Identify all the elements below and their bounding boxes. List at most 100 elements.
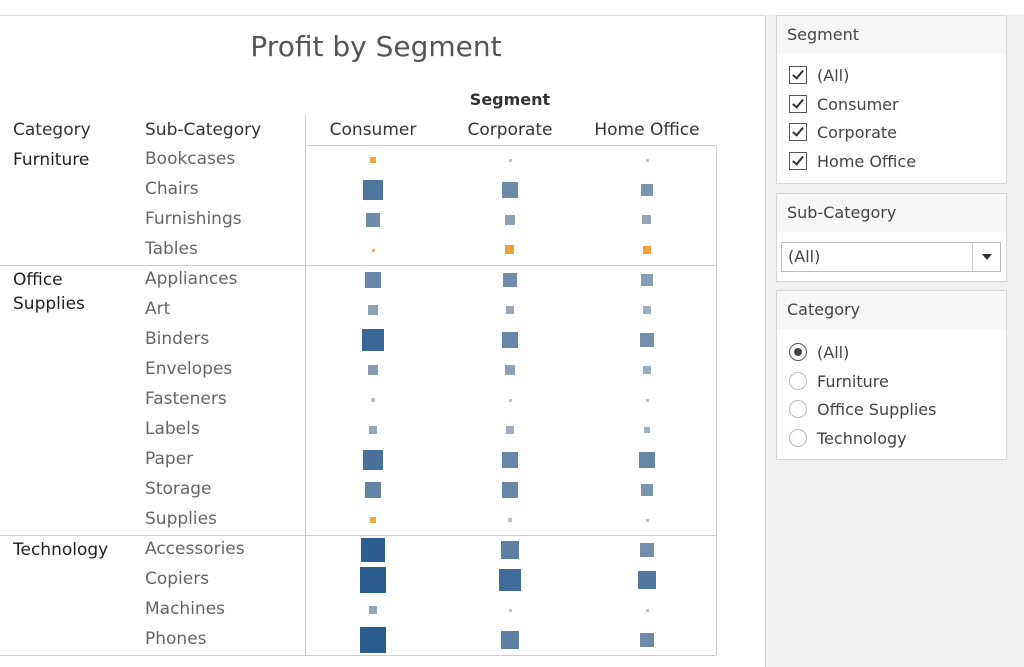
radio-option[interactable]: Office Supplies	[789, 399, 936, 421]
option-label[interactable]: Office Supplies	[817, 400, 937, 420]
profit-mark	[645, 608, 649, 612]
profit-mark	[508, 398, 512, 402]
grid-line	[305, 115, 306, 655]
dropdown-divider	[972, 243, 973, 271]
grid-line	[716, 145, 717, 655]
profit-mark	[641, 274, 653, 286]
radio-button[interactable]	[789, 400, 807, 419]
profit-mark	[367, 364, 379, 376]
profit-mark	[368, 605, 378, 615]
profit-mark	[640, 183, 654, 197]
checkbox[interactable]	[789, 66, 807, 84]
filter-title: Sub-Category	[777, 194, 1006, 232]
profit-mark	[365, 212, 381, 228]
option-label[interactable]: (All)	[817, 343, 850, 362]
checkbox-option[interactable]: Home Office	[789, 151, 916, 173]
sub-category-label: Bookcases	[145, 149, 236, 169]
dropdown-arrow	[982, 254, 992, 260]
profit-mark	[502, 452, 518, 468]
radio-button[interactable]	[789, 429, 807, 448]
option-label[interactable]: Consumer	[817, 94, 899, 114]
profit-mark	[505, 245, 515, 255]
profit-mark	[639, 632, 655, 648]
profit-mark	[504, 364, 515, 375]
column-label: Home Office	[594, 120, 700, 140]
profit-mark	[505, 305, 515, 315]
radio-button[interactable]	[789, 371, 807, 390]
sub-category-label: Copiers	[145, 569, 210, 589]
profit-mark	[369, 516, 377, 524]
sub-category-label: Envelopes	[145, 359, 233, 379]
sub-category-label: Binders	[145, 329, 210, 349]
view: Profit by Segment Segment Category Sub-Cate…	[0, 30, 717, 656]
filter-title: Segment	[777, 16, 1006, 54]
profit-mark	[645, 398, 649, 402]
chart-title: Profit by Segment	[250, 30, 502, 63]
profit-mark	[371, 248, 375, 252]
sub-category-label: Fasteners	[145, 389, 227, 409]
profit-mark	[368, 305, 378, 315]
profit-mark	[508, 158, 512, 162]
profit-mark	[360, 627, 386, 653]
profit-mark	[501, 541, 519, 559]
profit-mark	[642, 365, 652, 375]
profit-mark	[506, 426, 514, 434]
option-label[interactable]: (All)	[817, 66, 850, 85]
checkbox-option[interactable]: Consumer	[789, 94, 899, 116]
profit-mark	[645, 158, 649, 162]
category-label: Technology	[13, 540, 109, 560]
profit-mark	[640, 333, 654, 347]
profit-mark	[640, 543, 654, 557]
profit-mark	[642, 215, 652, 225]
checkbox-option[interactable]: Corporate	[789, 122, 897, 144]
profit-mark	[639, 452, 655, 468]
dropdown[interactable]: (All)	[781, 242, 1001, 272]
profit-mark	[640, 483, 654, 497]
profit-mark	[360, 537, 386, 563]
sub-category-label: Phones	[145, 629, 207, 649]
grid-line	[305, 145, 716, 146]
dropdown-value[interactable]: (All)	[788, 247, 821, 266]
category-filter: Category (All) Furniture Office Supplies Tec…	[776, 290, 1007, 460]
radio-button[interactable]	[789, 343, 807, 361]
profit-mark	[502, 332, 518, 348]
sub-category-label: Paper	[145, 449, 194, 469]
profit-mark	[508, 518, 512, 522]
profit-mark	[643, 426, 651, 434]
checkbox[interactable]	[789, 123, 807, 142]
category-label: Office Supplies	[13, 270, 85, 314]
checkbox-option[interactable]: (All)	[789, 65, 849, 87]
column-label: Corporate	[467, 120, 553, 140]
profit-mark	[502, 182, 518, 198]
radio-option[interactable]: Technology	[789, 428, 907, 450]
profit-mark	[364, 481, 382, 499]
sub-category-label: Machines	[145, 599, 226, 619]
sub-category-label: Furnishings	[145, 209, 242, 229]
profit-mark	[502, 482, 518, 498]
profit-mark	[369, 156, 377, 164]
option-label[interactable]: Furniture	[817, 371, 889, 391]
profit-mark	[645, 518, 649, 522]
option-label[interactable]: Home Office	[817, 152, 917, 172]
sub-category-filter: Sub-Category (All)	[776, 193, 1007, 282]
sub-category-label: Storage	[145, 479, 212, 499]
profit-mark	[360, 567, 386, 593]
grid-line	[0, 535, 716, 536]
profit-mark	[501, 631, 519, 649]
segment-filter: Segment (All) Consumer Corporate Home Office	[776, 15, 1007, 184]
sub-category-label: Supplies	[145, 509, 217, 529]
sub-category-label: Accessories	[145, 539, 245, 559]
profit-mark	[368, 425, 378, 435]
option-label[interactable]: Technology	[817, 429, 907, 449]
checkbox[interactable]	[789, 152, 807, 171]
option-label[interactable]: Corporate	[817, 123, 897, 143]
radio-option[interactable]: (All)	[789, 342, 849, 364]
sub-category-label: Art	[145, 299, 171, 319]
profit-mark	[508, 608, 512, 612]
checkbox[interactable]	[789, 94, 807, 113]
sub-category-label: Labels	[145, 419, 200, 439]
radio-option[interactable]: Furniture	[789, 371, 889, 393]
profit-mark	[499, 569, 521, 591]
filter-title: Category	[777, 291, 1006, 329]
